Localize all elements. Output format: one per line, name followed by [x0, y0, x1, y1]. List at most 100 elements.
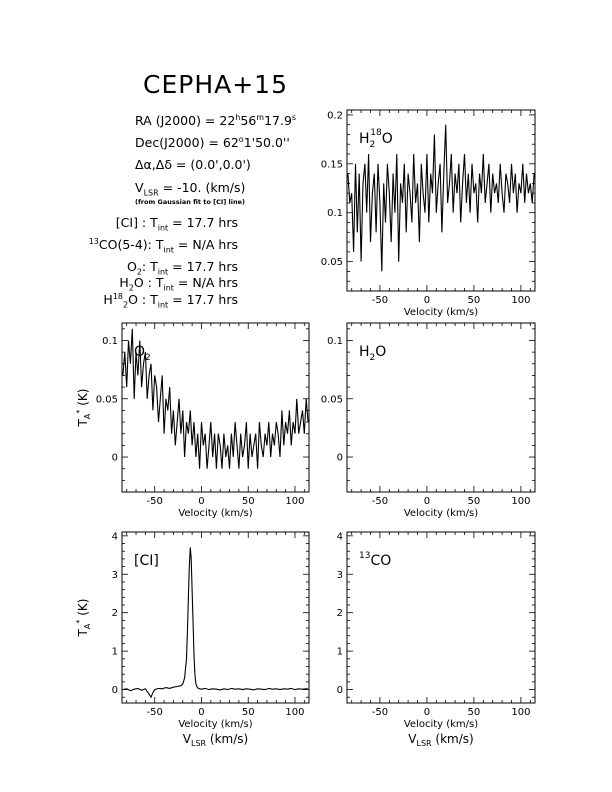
species-name: O : [128, 292, 151, 307]
y-tick-label: 3 [112, 570, 118, 581]
species-sub: 2 [123, 300, 129, 310]
x-tick-label: 50 [242, 496, 255, 507]
y-tick-label: 0 [112, 685, 118, 696]
tint-sub: int [157, 300, 169, 310]
dec-degrees: 62 [222, 135, 239, 150]
x-tick-label: 50 [468, 496, 481, 507]
x-tick-label: 50 [242, 707, 255, 718]
tint-label: T [150, 259, 158, 274]
tint-label: T [150, 215, 158, 230]
offset-value: (0.0',0.0') [190, 157, 251, 172]
y-tick-label: 4 [337, 531, 343, 542]
x-tick-label: 100 [511, 295, 530, 306]
x-axis-label: Velocity (km/s) [178, 508, 252, 519]
integration-value: = N/A hrs [173, 237, 238, 252]
x-tick-label: 0 [424, 496, 430, 507]
ra-line: RA (J2000) = 22h56m17.9s [135, 112, 297, 128]
x-tick-label: -50 [372, 295, 388, 306]
x-tick-label: 100 [511, 496, 530, 507]
ra-minutes: 56 [240, 113, 257, 128]
x-axis-label: Velocity (km/s) [404, 719, 478, 730]
x-tick-label: -50 [147, 496, 163, 507]
spectrum-line-h218o [347, 124, 535, 272]
plot-frame-13co [346, 531, 536, 704]
species-label-h218o: H218O [359, 128, 393, 150]
y-tick-label: 0.05 [321, 257, 343, 268]
y-tick-label: 0.2 [327, 110, 343, 121]
x-tick-label: 0 [424, 295, 430, 306]
y-tick-label: 3 [337, 570, 343, 581]
x-tick-label: 50 [468, 295, 481, 306]
x-axis-label-vlsr: VLSR (km/s) [183, 732, 248, 748]
ra-seconds: 17.9 [264, 113, 292, 128]
x-tick-label: 100 [285, 496, 304, 507]
y-tick-label: 4 [112, 531, 118, 542]
vlsr-note: (from Gaussian fit to [CI] line) [135, 198, 245, 206]
vlsr-label-sub: LSR [143, 188, 159, 198]
tint-sub: int [157, 223, 169, 233]
x-axis-label: Velocity (km/s) [178, 719, 252, 730]
x-tick-label: 0 [424, 707, 430, 718]
tint-label: T [150, 292, 158, 307]
y-tick-label: 2 [337, 608, 343, 619]
species-prefix: H [103, 292, 113, 307]
species-name: CO(5-4): [98, 237, 156, 252]
x-tick-label: 50 [468, 707, 481, 718]
species-label-h2o: H2O [359, 344, 386, 363]
species-sup: 13 [88, 236, 99, 246]
vlsr-value: = -10. (km/s) [162, 180, 246, 195]
x-axis-label: Velocity (km/s) [404, 508, 478, 519]
y-tick-label: 0.05 [96, 394, 118, 405]
offset-line: Δα,Δδ = (0.0',0.0') [135, 157, 251, 172]
y-tick-label: 0.1 [327, 336, 343, 347]
ra-hours: 22 [219, 113, 236, 128]
plot-frame-h2o [346, 322, 536, 493]
plot-frame-h218o [346, 109, 536, 292]
species-name: O : [133, 275, 156, 290]
x-tick-label: 100 [285, 707, 304, 718]
species-prefix: O [126, 259, 137, 274]
offset-label: Δα,Δδ = [135, 157, 187, 172]
plot-frame-ci [121, 531, 310, 704]
species-label-ci: [CI] [134, 553, 159, 569]
dec-rest: 1'50.0'' [243, 135, 290, 150]
y-tick-label: 0 [337, 685, 343, 696]
y-tick-label: 0.05 [321, 394, 343, 405]
y-tick-label: 1 [337, 647, 343, 658]
species-sup: 18 [112, 291, 124, 301]
species-name: : [141, 259, 151, 274]
y-tick-label: 0 [112, 453, 118, 464]
y-tick-label: 0 [337, 453, 343, 464]
integration-row: H182O : Tint = 17.7 hrs [103, 291, 238, 310]
integration-value: = N/A hrs [173, 275, 238, 290]
x-axis-label-vlsr: VLSR (km/s) [408, 732, 473, 748]
integration-row: O2: Tint = 17.7 hrs [126, 259, 238, 277]
spectrum-line-ci [122, 547, 309, 699]
ra-label: RA (J2000) = [135, 113, 216, 128]
source-title: CEPHA+15 [143, 70, 288, 99]
species-sub: 2 [128, 283, 134, 293]
x-axis-label: Velocity (km/s) [404, 307, 478, 318]
species-name: [CI] : [115, 215, 151, 230]
integration-value: = 17.7 hrs [168, 292, 238, 307]
plot-frame-o2 [121, 322, 310, 493]
species-prefix: H [119, 275, 129, 290]
y-tick-label: 0.1 [327, 208, 343, 219]
spectrum-line-o2 [122, 328, 309, 469]
species-sub: 2 [136, 267, 142, 277]
tint-label: T [155, 275, 164, 290]
x-tick-label: -50 [372, 707, 388, 718]
y-tick-label: 0.15 [321, 159, 343, 170]
x-tick-label: -50 [372, 496, 388, 507]
integration-value: = 17.7 hrs [168, 215, 238, 230]
tint-label: T [155, 237, 164, 252]
x-tick-label: 100 [511, 707, 530, 718]
vlsr-line: VLSR = -10. (km/s) [135, 180, 246, 198]
dec-label: Dec(J2000) = [135, 135, 219, 150]
tint-sub: int [163, 245, 174, 255]
x-tick-label: 0 [198, 707, 204, 718]
x-tick-label: 0 [198, 496, 204, 507]
y-axis-label: TA* (K) [75, 599, 92, 638]
integration-row: H2O : Tint = N/A hrs [119, 275, 238, 293]
